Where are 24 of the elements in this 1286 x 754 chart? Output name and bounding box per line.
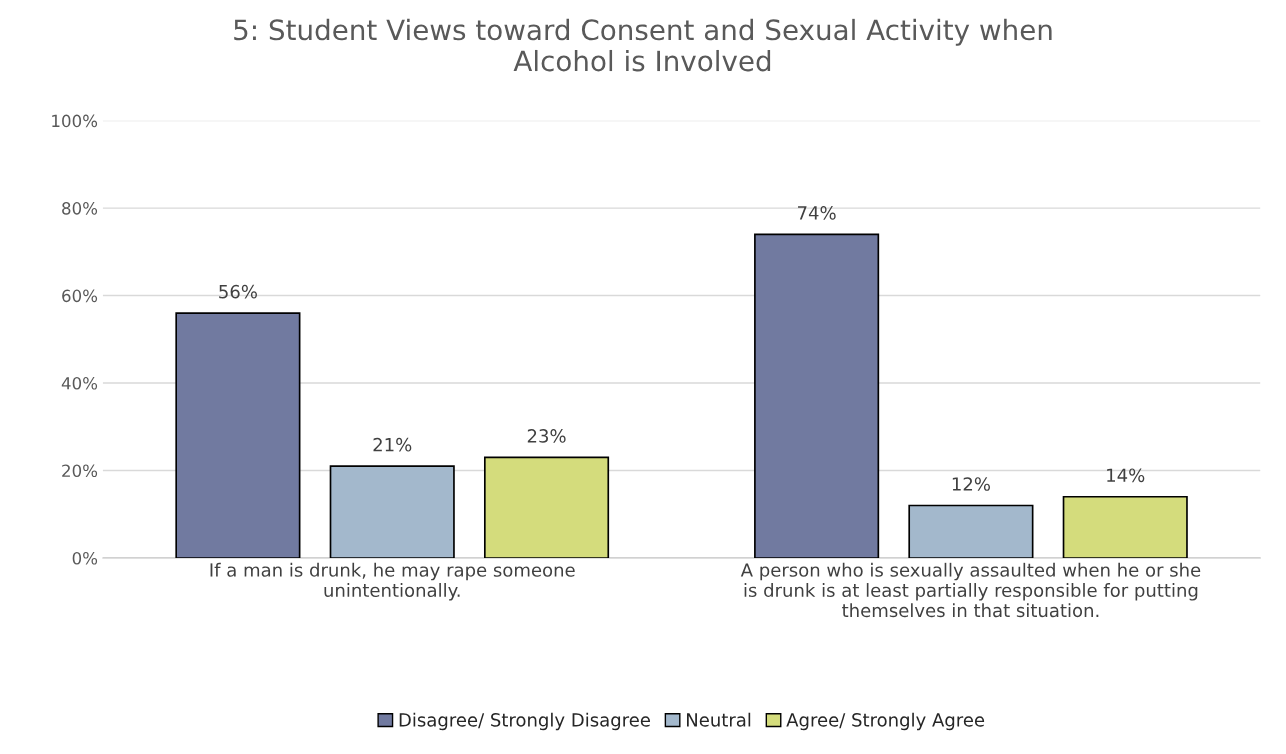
bar: [1062, 495, 1188, 558]
bar: [175, 312, 301, 558]
bar: [329, 465, 455, 558]
y-tick-label: 100%: [52, 114, 98, 128]
data-label: 21%: [373, 437, 412, 452]
x-tick-label: If a man is drunk, he may rape someone unintentionally.: [210, 562, 575, 601]
bar: [754, 233, 880, 558]
x-tick-label: A person who is sexually assaulted when he or she is drunk is at least partially responsible for putting themselves in that situation.: [740, 562, 1201, 618]
data-label: 12%: [952, 477, 990, 491]
legend-label: Disagree/ Strongly Disagree: [399, 712, 650, 731]
data-label: 23%: [527, 429, 566, 443]
data-label: 14%: [1107, 468, 1145, 483]
chart-title: 5: Student Views toward Consent and Sexual Activity when Alcohol is Involved: [234, 18, 1052, 72]
y-tick-label: 20%: [62, 464, 98, 478]
y-tick-label: 0%: [72, 551, 98, 565]
legend-label: Neutral: [687, 712, 751, 727]
data-label: 56%: [219, 284, 257, 299]
legend-label: Agree/ Strongly Agree: [786, 712, 985, 731]
y-tick-label: 40%: [61, 376, 98, 390]
bar: [483, 456, 610, 558]
y-tick-label: 60%: [62, 289, 98, 303]
y-tick-label: 80%: [62, 202, 98, 215]
data-label: 74%: [798, 206, 836, 220]
bar: [908, 504, 1034, 558]
